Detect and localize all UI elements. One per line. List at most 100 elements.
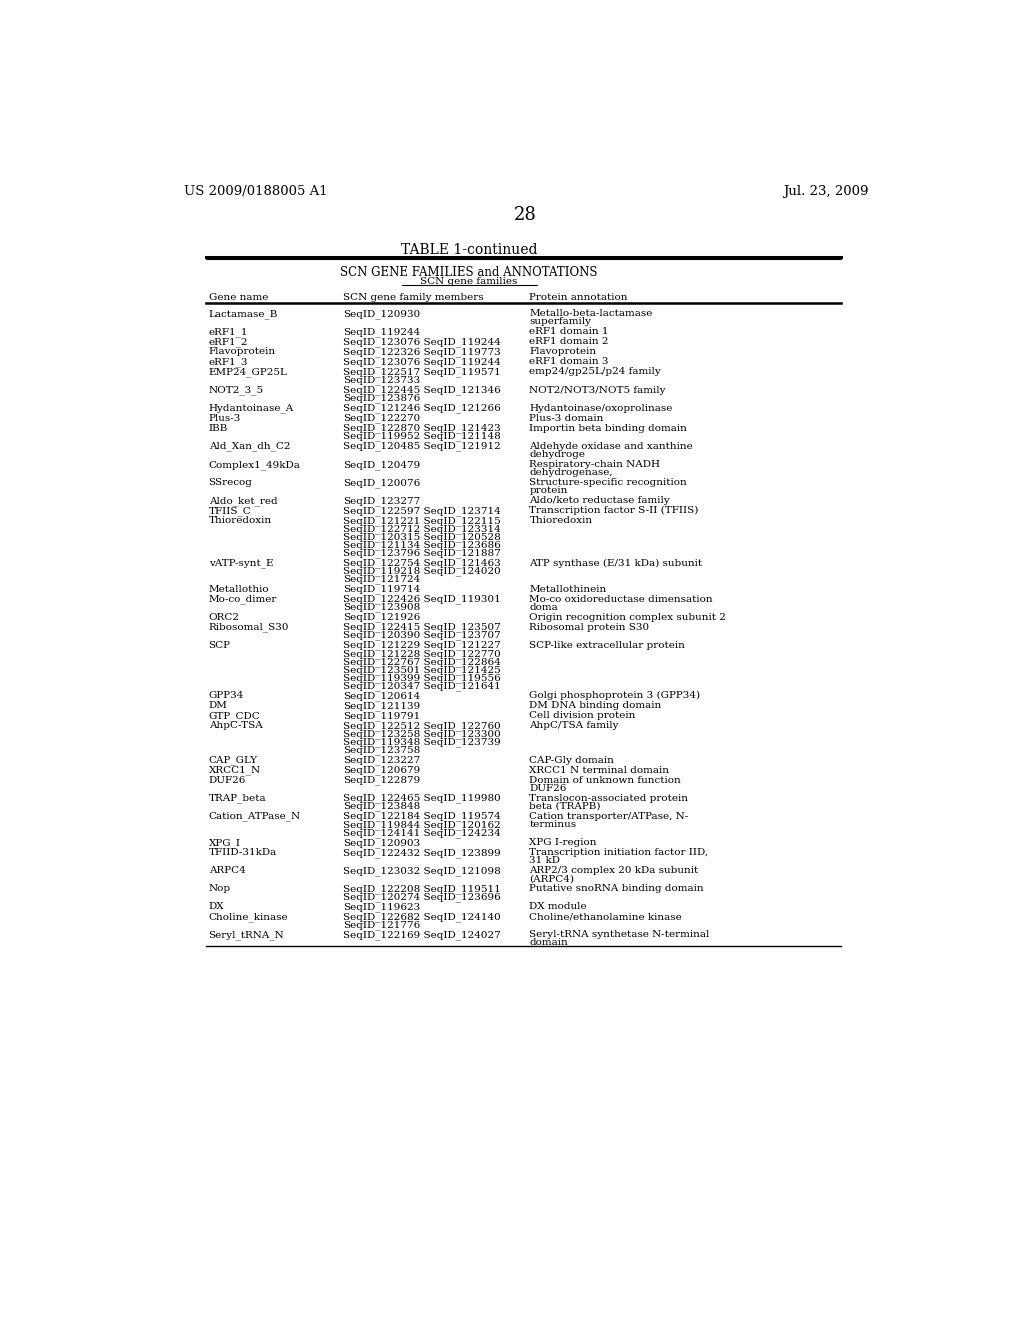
Text: Structure-specific recognition: Structure-specific recognition	[529, 478, 687, 487]
Text: SeqID_121724: SeqID_121724	[343, 574, 421, 585]
Text: SeqID_120347 SeqID_121641: SeqID_120347 SeqID_121641	[343, 681, 501, 690]
Text: superfamily: superfamily	[529, 317, 592, 326]
Text: SeqID_121134 SeqID_123686: SeqID_121134 SeqID_123686	[343, 540, 501, 550]
Text: Transcription factor S-II (TFIIS): Transcription factor S-II (TFIIS)	[529, 506, 698, 515]
Text: SeqID_123848: SeqID_123848	[343, 801, 421, 812]
Text: Hydantoinase_A: Hydantoinase_A	[209, 404, 294, 413]
Text: eRF1_2: eRF1_2	[209, 338, 248, 347]
Text: Protein annotation: Protein annotation	[529, 293, 628, 302]
Text: XRCC1_N: XRCC1_N	[209, 766, 261, 775]
Text: SeqID_120479: SeqID_120479	[343, 459, 421, 470]
Text: Seryl_tRNA_N: Seryl_tRNA_N	[209, 931, 285, 940]
Text: SeqID_123733: SeqID_123733	[343, 376, 421, 385]
Text: IBB: IBB	[209, 424, 228, 433]
Text: Choline/ethanolamine kinase: Choline/ethanolamine kinase	[529, 912, 682, 921]
Text: emp24/gp25L/p24 family: emp24/gp25L/p24 family	[529, 367, 662, 376]
Text: SeqID_123032 SeqID_121098: SeqID_123032 SeqID_121098	[343, 866, 501, 875]
Text: SeqID_122754 SeqID_121463: SeqID_122754 SeqID_121463	[343, 558, 501, 568]
Text: SeqID_123277: SeqID_123277	[343, 496, 421, 506]
Text: dehydrogenase,: dehydrogenase,	[529, 469, 613, 477]
Text: SCN gene families: SCN gene families	[420, 277, 518, 286]
Text: TFIIS_C: TFIIS_C	[209, 506, 251, 516]
Text: eRF1 domain 3: eRF1 domain 3	[529, 358, 609, 367]
Text: SeqID_121926: SeqID_121926	[343, 612, 421, 623]
Text: XPG I-region: XPG I-region	[529, 838, 597, 847]
Text: Putative snoRNA binding domain: Putative snoRNA binding domain	[529, 884, 705, 894]
Text: Metallothio: Metallothio	[209, 585, 269, 594]
Text: Flavoprotein: Flavoprotein	[529, 347, 597, 356]
Text: SeqID_119399 SeqID_119556: SeqID_119399 SeqID_119556	[343, 673, 501, 682]
Text: TRAP_beta: TRAP_beta	[209, 793, 266, 804]
Text: ARPC4: ARPC4	[209, 866, 246, 875]
Text: SeqID_119952 SeqID_121148: SeqID_119952 SeqID_121148	[343, 432, 501, 441]
Text: eRF1_1: eRF1_1	[209, 327, 248, 337]
Text: SeqID_123227: SeqID_123227	[343, 755, 421, 766]
Text: vATP-synt_E: vATP-synt_E	[209, 558, 273, 568]
Text: Gene name: Gene name	[209, 293, 268, 302]
Text: SCN GENE FAMILIES and ANNOTATIONS: SCN GENE FAMILIES and ANNOTATIONS	[340, 267, 598, 280]
Text: DUF26: DUF26	[529, 784, 567, 792]
Text: SeqID_121776: SeqID_121776	[343, 920, 421, 931]
Text: SeqID_124141 SeqID_124234: SeqID_124141 SeqID_124234	[343, 828, 501, 838]
Text: Ald_Xan_dh_C2: Ald_Xan_dh_C2	[209, 442, 290, 451]
Text: Mo-co oxidoreductase dimensation: Mo-co oxidoreductase dimensation	[529, 594, 713, 603]
Text: SeqID_123908: SeqID_123908	[343, 603, 421, 612]
Text: Aldehyde oxidase and xanthine: Aldehyde oxidase and xanthine	[529, 442, 693, 450]
Text: SeqID_123758: SeqID_123758	[343, 746, 421, 755]
Text: 28: 28	[513, 206, 537, 224]
Text: SeqID_122517 SeqID_119571: SeqID_122517 SeqID_119571	[343, 367, 501, 378]
Text: SeqID_119623: SeqID_119623	[343, 903, 421, 912]
Text: SeqID_120076: SeqID_120076	[343, 478, 421, 487]
Text: SeqID_121139: SeqID_121139	[343, 701, 421, 711]
Text: SCN gene family members: SCN gene family members	[343, 293, 484, 302]
Text: SSrecog: SSrecog	[209, 478, 253, 487]
Text: SeqID_123076 SeqID_119244: SeqID_123076 SeqID_119244	[343, 338, 501, 347]
Text: dehydroge: dehydroge	[529, 450, 586, 459]
Text: SeqID_122169 SeqID_124027: SeqID_122169 SeqID_124027	[343, 931, 501, 940]
Text: Thioredoxin: Thioredoxin	[529, 516, 593, 525]
Text: Seryl-tRNA synthetase N-terminal: Seryl-tRNA synthetase N-terminal	[529, 931, 710, 940]
Text: ORC2: ORC2	[209, 612, 240, 622]
Text: Mo-co_dimer: Mo-co_dimer	[209, 594, 276, 605]
Text: SeqID_120274 SeqID_123696: SeqID_120274 SeqID_123696	[343, 892, 501, 902]
Text: Transcription initiation factor IID,: Transcription initiation factor IID,	[529, 847, 709, 857]
Text: SeqID_121228 SeqID_122770: SeqID_121228 SeqID_122770	[343, 649, 501, 659]
Text: Hydantoinase/oxoprolinase: Hydantoinase/oxoprolinase	[529, 404, 673, 413]
Text: Plus-3: Plus-3	[209, 413, 241, 422]
Text: eRF1_3: eRF1_3	[209, 358, 248, 367]
Text: TABLE 1-continued: TABLE 1-continued	[400, 243, 538, 257]
Text: Metallo-beta-lactamase: Metallo-beta-lactamase	[529, 309, 653, 318]
Text: DM DNA binding domain: DM DNA binding domain	[529, 701, 662, 710]
Text: EMP24_GP25L: EMP24_GP25L	[209, 367, 288, 378]
Text: Aldo_ket_red: Aldo_ket_red	[209, 496, 278, 506]
Text: SeqID_119714: SeqID_119714	[343, 585, 421, 594]
Text: Aldo/keto reductase family: Aldo/keto reductase family	[529, 496, 670, 506]
Text: XRCC1 N terminal domain: XRCC1 N terminal domain	[529, 766, 670, 775]
Text: domain: domain	[529, 939, 568, 948]
Text: SeqID_122445 SeqID_121346: SeqID_122445 SeqID_121346	[343, 385, 501, 395]
Text: SeqID_119244: SeqID_119244	[343, 327, 421, 337]
Text: Flavoprotein: Flavoprotein	[209, 347, 275, 356]
Text: SeqID_120614: SeqID_120614	[343, 692, 421, 701]
Text: SeqID_122879: SeqID_122879	[343, 776, 421, 785]
Text: SeqID_122326 SeqID_119773: SeqID_122326 SeqID_119773	[343, 347, 501, 358]
Text: DX: DX	[209, 903, 224, 911]
Text: ARP2/3 complex 20 kDa subunit: ARP2/3 complex 20 kDa subunit	[529, 866, 698, 875]
Text: Origin recognition complex subunit 2: Origin recognition complex subunit 2	[529, 612, 726, 622]
Text: SeqID_119844 SeqID_120162: SeqID_119844 SeqID_120162	[343, 820, 501, 829]
Text: SeqID_122184 SeqID_119574: SeqID_122184 SeqID_119574	[343, 812, 501, 821]
Text: Cation transporter/ATPase, N-: Cation transporter/ATPase, N-	[529, 812, 689, 821]
Text: SeqID_122432 SeqID_123899: SeqID_122432 SeqID_123899	[343, 847, 501, 858]
Text: US 2009/0188005 A1: US 2009/0188005 A1	[183, 185, 328, 198]
Text: CAP-Gly domain: CAP-Gly domain	[529, 755, 614, 764]
Text: Metallothinein: Metallothinein	[529, 585, 606, 594]
Text: SeqID_122597 SeqID_123714: SeqID_122597 SeqID_123714	[343, 506, 501, 516]
Text: GPP34: GPP34	[209, 692, 244, 700]
Text: SeqID_122208 SeqID_119511: SeqID_122208 SeqID_119511	[343, 884, 501, 894]
Text: Complex1_49kDa: Complex1_49kDa	[209, 459, 300, 470]
Text: XPG_I: XPG_I	[209, 838, 241, 847]
Text: SeqID_120485 SeqID_121912: SeqID_120485 SeqID_121912	[343, 442, 501, 451]
Text: Domain of unknown function: Domain of unknown function	[529, 776, 681, 784]
Text: Choline_kinase: Choline_kinase	[209, 912, 288, 921]
Text: Thioredoxin: Thioredoxin	[209, 516, 271, 525]
